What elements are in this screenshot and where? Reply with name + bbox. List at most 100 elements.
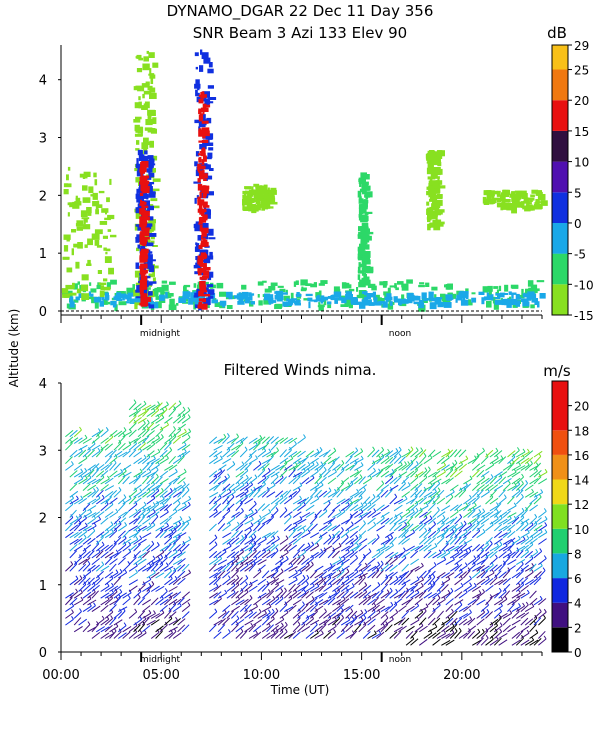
snr-cell <box>363 296 368 302</box>
wind-barb <box>436 464 446 471</box>
wind-barb <box>458 505 469 512</box>
snr-cell <box>320 280 328 284</box>
wind-barb <box>248 543 257 552</box>
wind-barb <box>65 592 74 599</box>
snr-cell <box>198 222 203 225</box>
snr-cell <box>501 204 509 210</box>
snr-cell <box>537 301 540 308</box>
wind-barb <box>172 591 182 599</box>
snr-cell <box>468 299 472 305</box>
wind-barb <box>511 592 521 599</box>
wind-barb <box>401 484 411 492</box>
wind-barb <box>354 543 362 552</box>
wind-barb <box>113 489 122 498</box>
wind-barb <box>244 612 253 619</box>
wind-barb <box>458 458 469 465</box>
wind-barb <box>275 464 285 471</box>
wind-barb <box>87 512 97 518</box>
wind-barb <box>520 639 530 646</box>
wind-barb-flag <box>276 447 280 451</box>
wind-barb <box>297 585 307 592</box>
wind-barb-flag <box>97 447 101 452</box>
wind-barb <box>279 476 288 485</box>
wind-barb-flag <box>328 534 332 538</box>
snr-cell <box>277 285 284 288</box>
wind-barb <box>354 505 364 512</box>
wind-barb <box>253 625 262 633</box>
wind-barb-flag <box>345 534 349 538</box>
wind-barb <box>533 638 542 646</box>
wind-barb <box>336 604 345 612</box>
wind-barb <box>345 538 354 545</box>
wind-barb <box>65 618 74 626</box>
wind-barb-flag <box>521 507 525 512</box>
wind-barb <box>292 624 301 633</box>
winds-colorbar-band <box>552 430 568 455</box>
wind-barb <box>235 510 244 518</box>
snr-colorbar-band <box>552 100 568 131</box>
wind-barb <box>301 532 311 539</box>
wind-barb <box>310 551 319 559</box>
snr-cell <box>360 172 367 179</box>
wind-barb <box>118 470 127 478</box>
snr-cell <box>201 201 208 206</box>
snr-cell <box>359 302 366 309</box>
wind-barb <box>445 491 455 498</box>
wind-barb-flag <box>490 521 494 526</box>
snr-cell <box>134 304 138 310</box>
wind-barb <box>270 510 279 518</box>
wind-barb <box>480 544 489 552</box>
snr-cell <box>203 193 207 197</box>
snr-cell <box>114 304 118 312</box>
snr-colorbar-band <box>552 45 568 70</box>
wind-barb <box>279 497 288 505</box>
snr-cell <box>207 85 214 89</box>
wind-barb <box>279 490 288 498</box>
wind-barb <box>128 449 137 458</box>
snr-cell <box>88 291 91 296</box>
wind-barb <box>349 462 358 471</box>
snr-cell <box>148 304 155 309</box>
wind-barb <box>436 523 445 532</box>
wind-barb-flag <box>101 474 105 478</box>
wind-barb <box>292 471 303 478</box>
wind-barb <box>427 564 437 572</box>
wind-barb <box>235 625 245 633</box>
wind-barb <box>340 545 351 552</box>
wind-barb <box>164 578 173 586</box>
wind-barb-flag <box>543 635 547 640</box>
wind-barb <box>449 449 458 458</box>
wind-barb <box>248 536 257 545</box>
wind-barb <box>248 550 257 559</box>
wind-barb-flag <box>169 488 173 492</box>
wind-barb <box>226 503 235 512</box>
wind-barb <box>349 504 359 512</box>
wind-barb <box>275 619 285 626</box>
winds-colorbar-tick-label: 4 <box>574 597 582 611</box>
wind-barb-flag <box>228 542 232 547</box>
wind-barb <box>410 638 419 646</box>
wind-barb-flag <box>539 595 543 600</box>
wind-barb <box>427 523 436 532</box>
wind-barb <box>87 564 96 572</box>
snr-cell <box>154 287 162 291</box>
wind-barb <box>515 550 524 559</box>
wind-barb <box>91 624 99 633</box>
snr-cell <box>367 283 376 288</box>
snr-cell <box>139 203 143 206</box>
snr-cell <box>146 254 153 261</box>
wind-barb <box>133 484 142 492</box>
wind-barb <box>78 457 88 465</box>
wind-barb <box>358 489 366 498</box>
snr-cell <box>150 73 155 76</box>
wind-barb <box>257 551 267 559</box>
wind-barb-flag <box>84 467 88 472</box>
wind-barb <box>109 558 118 565</box>
wind-barb <box>401 617 410 626</box>
wind-barb <box>275 579 285 586</box>
wind-barb-flag <box>188 516 192 520</box>
wind-barb <box>380 617 389 626</box>
wind-barb <box>515 476 524 485</box>
wind-barb <box>498 563 506 572</box>
wind-barb <box>301 558 310 565</box>
